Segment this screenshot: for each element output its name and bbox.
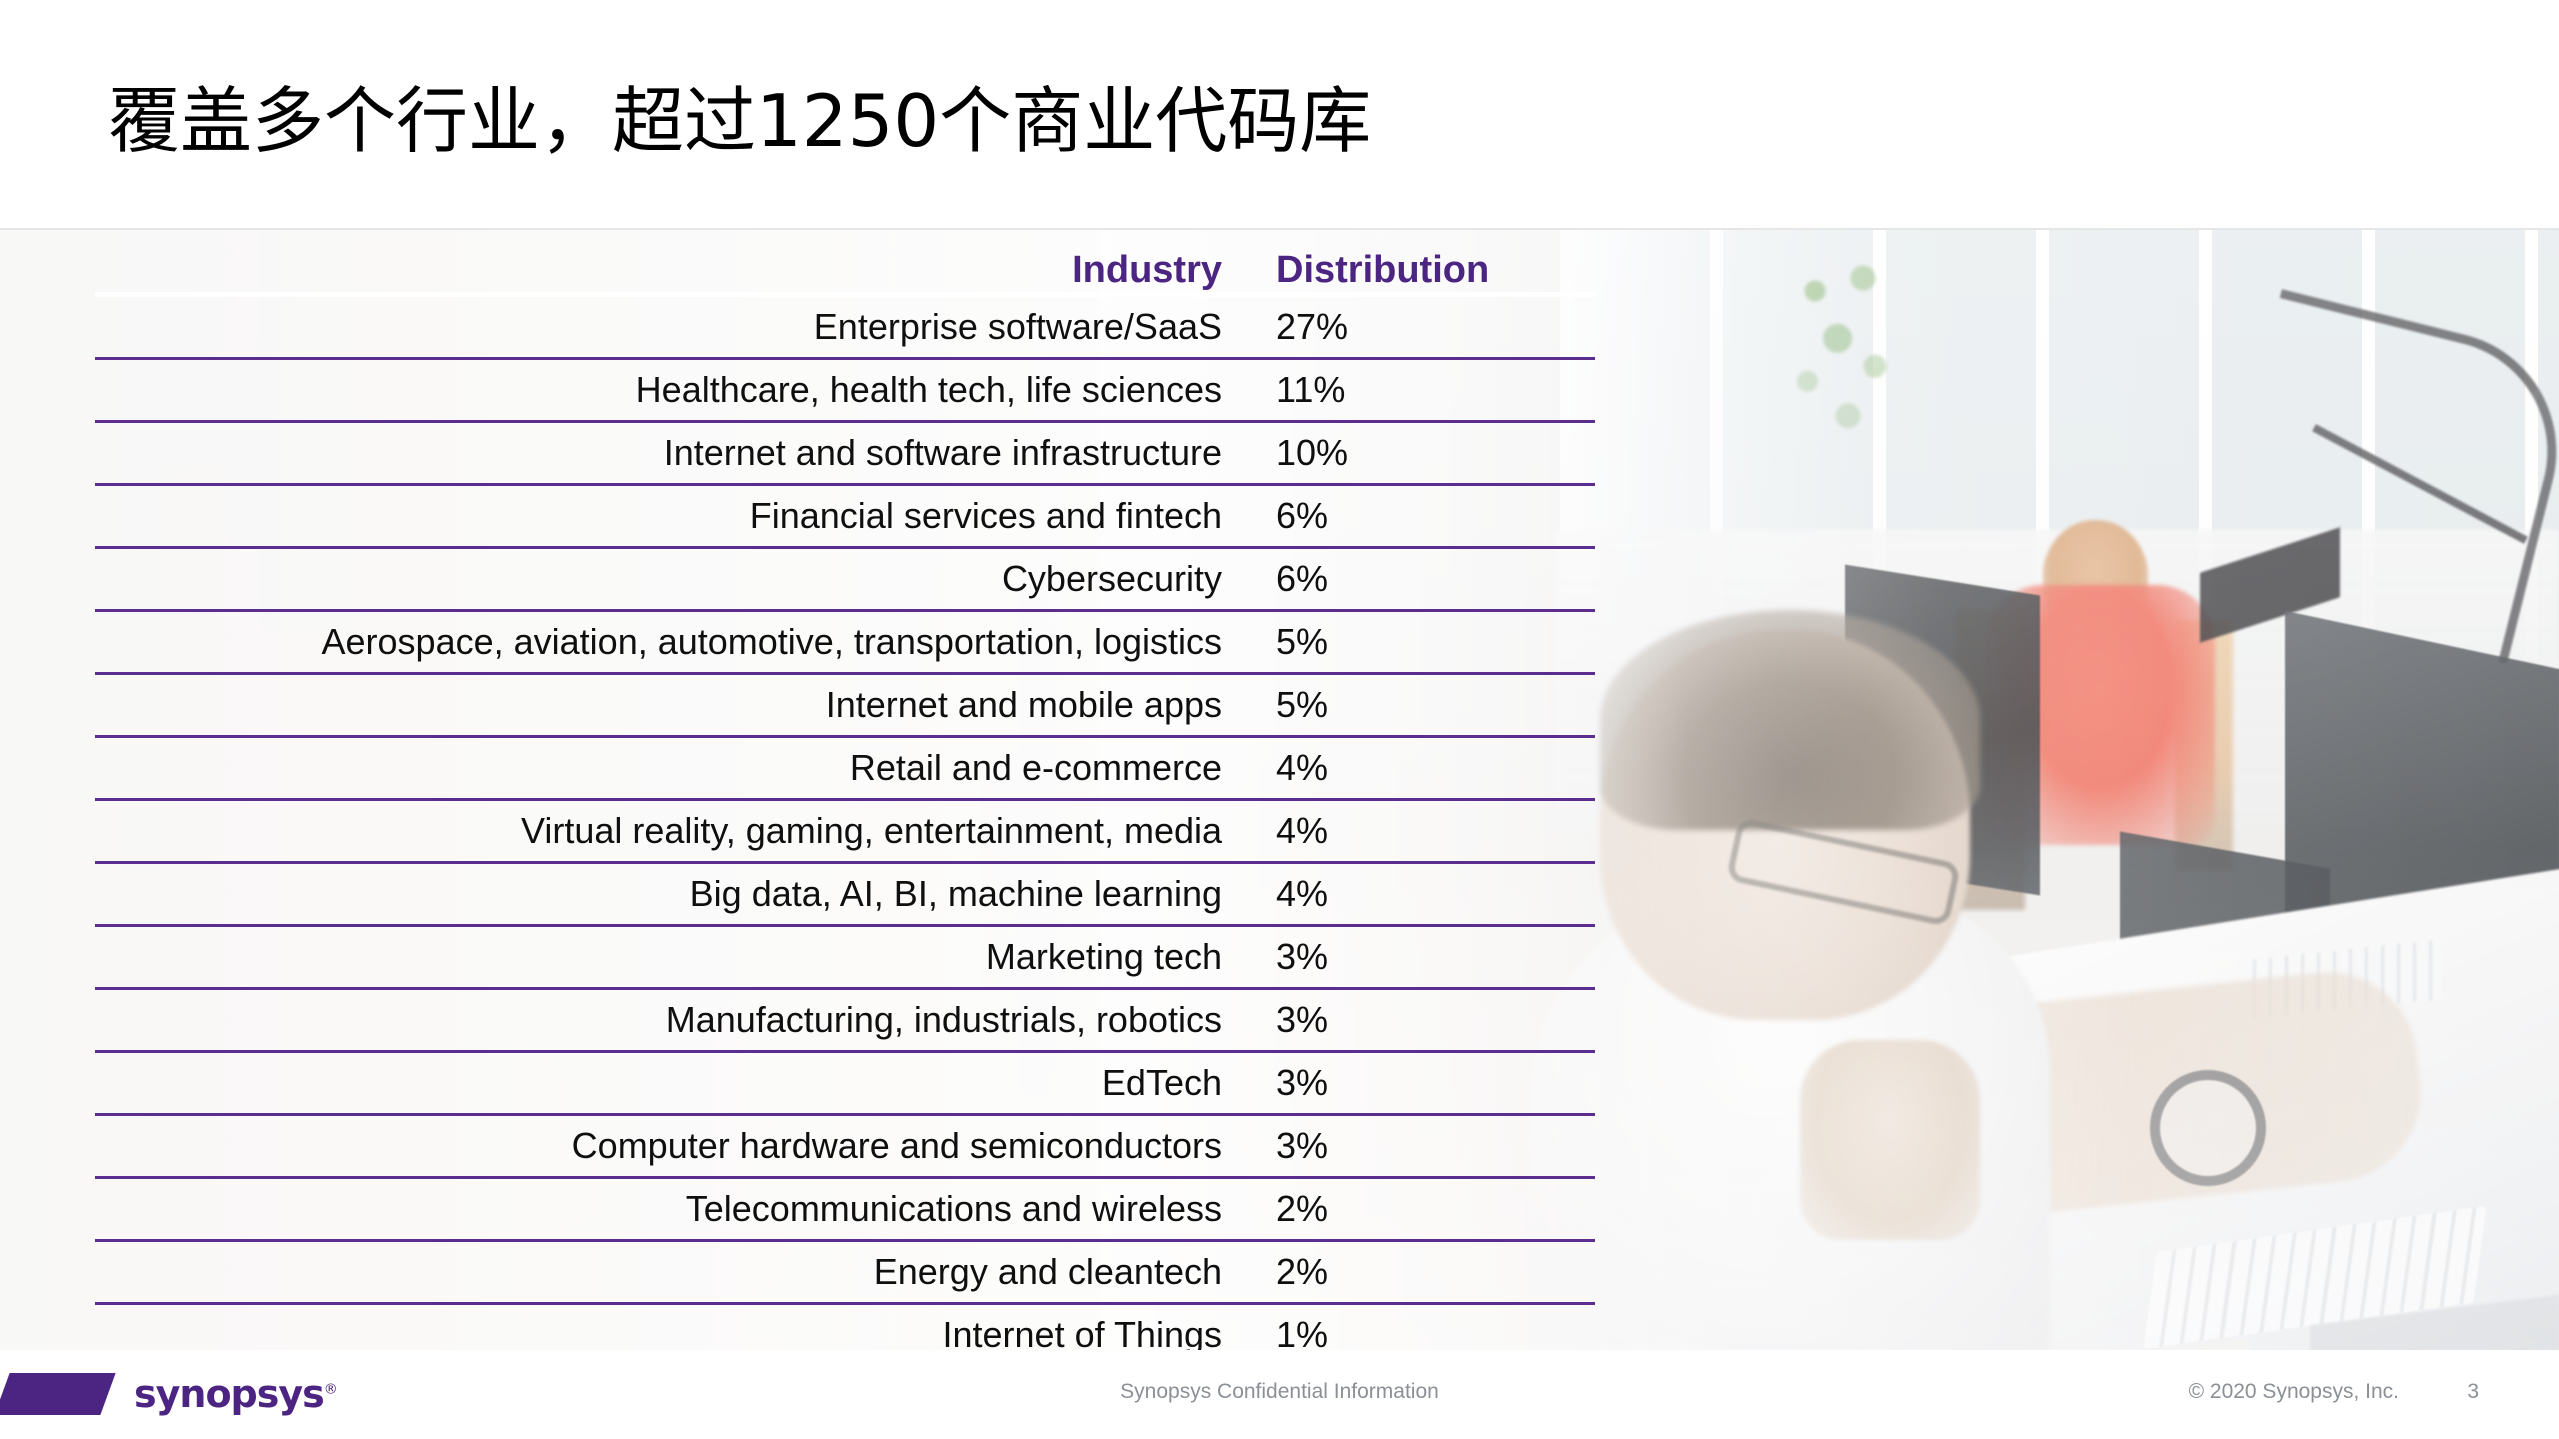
cell-industry: Computer hardware and semiconductors	[95, 1114, 1250, 1179]
cell-distribution: 10%	[1250, 421, 1595, 486]
cell-industry: Cybersecurity	[95, 547, 1250, 612]
table-row: Telecommunications and wireless 2%	[95, 1177, 1595, 1242]
cell-industry: Energy and cleantech	[95, 1240, 1250, 1305]
cell-distribution: 3%	[1250, 1051, 1595, 1116]
synopsys-logo: synopsys®	[0, 1372, 338, 1416]
page-title: 覆盖多个行业，超过1250个商业代码库	[108, 79, 1372, 163]
cell-distribution: 27%	[1250, 294, 1595, 360]
cell-distribution: 6%	[1250, 547, 1595, 612]
table-header-row: Industry Distribution	[95, 230, 1595, 297]
cell-distribution: 2%	[1250, 1240, 1595, 1305]
synopsys-logo-wordmark-text: synopsys	[134, 1372, 325, 1416]
footer-copyright: © 2020 Synopsys, Inc.	[2188, 1380, 2399, 1403]
table-row: EdTech 3%	[95, 1051, 1595, 1116]
table-row: Cybersecurity 6%	[95, 547, 1595, 612]
table-row: Virtual reality, gaming, entertainment, …	[95, 799, 1595, 864]
table-row: Manufacturing, industrials, robotics 3%	[95, 988, 1595, 1053]
synopsys-logo-wordmark: synopsys®	[134, 1372, 338, 1416]
cell-industry: Telecommunications and wireless	[95, 1177, 1250, 1242]
cell-distribution: 4%	[1250, 862, 1595, 927]
cell-industry: Internet of Things	[942, 1314, 1222, 1355]
industry-distribution-table: Industry Distribution Enterprise softwar…	[95, 230, 1595, 1365]
footer: synopsys® Synopsys Confidential Informat…	[0, 1350, 2559, 1439]
footer-confidentiality-notice: Synopsys Confidential Information	[1120, 1380, 1439, 1403]
table-row: Computer hardware and semiconductors 3%	[95, 1114, 1595, 1179]
table-row: Aerospace, aviation, automotive, transpo…	[95, 610, 1595, 675]
table-row: Internet and software infrastructure 10%	[95, 421, 1595, 486]
cell-industry: Marketing tech	[95, 925, 1250, 990]
cell-distribution: 1%	[1276, 1314, 1329, 1355]
table-body: Enterprise software/SaaS 27% Healthcare, h…	[95, 294, 1595, 1366]
column-header-industry: Industry	[95, 230, 1250, 297]
cell-industry: Internet and mobile apps	[95, 673, 1250, 738]
cell-distribution: 4%	[1250, 736, 1595, 801]
cell-industry: Aerospace, aviation, automotive, transpo…	[95, 610, 1250, 675]
cell-distribution: 3%	[1250, 988, 1595, 1053]
table-row: Marketing tech 3%	[95, 925, 1595, 990]
cell-distribution: 2%	[1250, 1177, 1595, 1242]
cell-distribution: 5%	[1250, 610, 1595, 675]
table-row: Healthcare, health tech, life sciences 11…	[95, 358, 1595, 423]
cell-industry: Big data, AI, BI, machine learning	[95, 862, 1250, 927]
cell-distribution: 3%	[1250, 925, 1595, 990]
table-header: Industry Distribution	[95, 230, 1595, 297]
cell-industry: EdTech	[95, 1051, 1250, 1116]
cell-industry: Healthcare, health tech, life sciences	[95, 358, 1250, 423]
footer-page-number: 3	[2467, 1380, 2479, 1403]
cell-industry: Retail and e-commerce	[95, 736, 1250, 801]
table-row: Internet of Things 1%	[95, 1304, 1595, 1366]
cell-industry: Financial services and fintech	[95, 484, 1250, 549]
column-header-distribution: Distribution	[1250, 230, 1595, 297]
cell-distribution: 4%	[1250, 799, 1595, 864]
table-row: Big data, AI, BI, machine learning 4%	[95, 862, 1595, 927]
cell-industry: Internet and software infrastructure	[95, 421, 1250, 486]
table-row: Energy and cleantech 2%	[95, 1240, 1595, 1305]
table-row: Internet and mobile apps 5%	[95, 673, 1595, 738]
title-band: 覆盖多个行业，超过1250个商业代码库	[0, 0, 2559, 230]
cell-distribution: 11%	[1250, 358, 1595, 423]
cell-industry: Virtual reality, gaming, entertainment, …	[95, 799, 1250, 864]
table-row: Retail and e-commerce 4%	[95, 736, 1595, 801]
cell-distribution: 6%	[1250, 484, 1595, 549]
cell-distribution: 3%	[1250, 1114, 1595, 1179]
registered-mark-icon: ®	[323, 1381, 338, 1398]
table-row: Enterprise software/SaaS 27%	[95, 294, 1595, 360]
cell-industry: Enterprise software/SaaS	[95, 294, 1250, 360]
cell-distribution: 5%	[1250, 673, 1595, 738]
industry-distribution-table-wrapper: Industry Distribution Enterprise softwar…	[95, 230, 1595, 1365]
cell-industry: Manufacturing, industrials, robotics	[95, 988, 1250, 1053]
table-row: Financial services and fintech 6%	[95, 484, 1595, 549]
